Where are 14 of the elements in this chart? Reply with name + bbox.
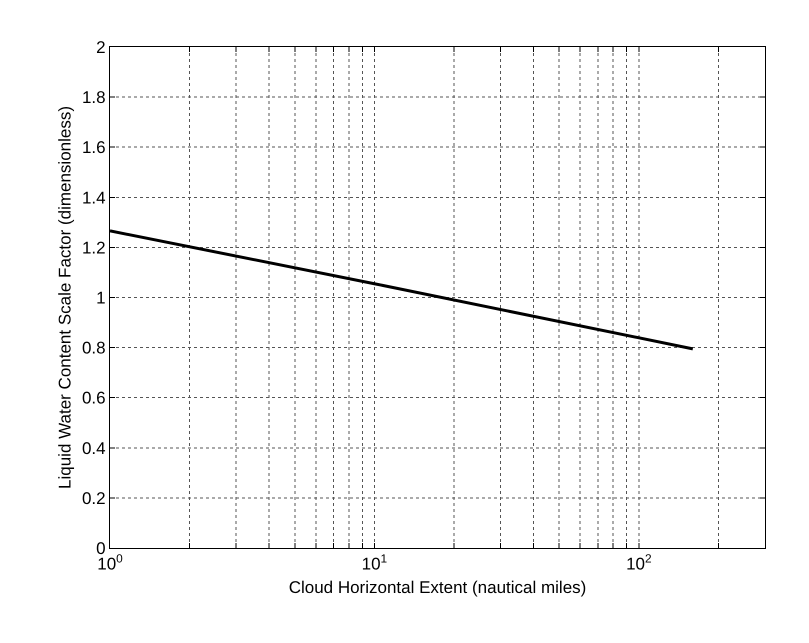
y-tick-label: 0.8 bbox=[82, 338, 106, 358]
y-tick-label: 2 bbox=[96, 38, 106, 57]
y-tick-label: 1.2 bbox=[82, 238, 106, 258]
y-tick-label: 1.6 bbox=[82, 138, 106, 158]
y-tick-label: 1.4 bbox=[82, 188, 106, 208]
y-tick-label: 0.4 bbox=[82, 438, 106, 458]
y-tick-label: 1.8 bbox=[82, 88, 106, 108]
y-axis-title: Liquid Water Content Scale Factor (dimensionless) bbox=[56, 106, 75, 489]
x-tick-label: 10$^{1}$ bbox=[362, 551, 388, 574]
x-tick-label: 10$^{2}$ bbox=[626, 551, 652, 574]
y-tick-label: 0.2 bbox=[82, 488, 106, 508]
x-axis-title: Cloud Horizontal Extent (nautical miles) bbox=[288, 578, 586, 597]
y-tick-label: 0.6 bbox=[82, 388, 106, 408]
y-tick-label: 1 bbox=[96, 288, 106, 308]
